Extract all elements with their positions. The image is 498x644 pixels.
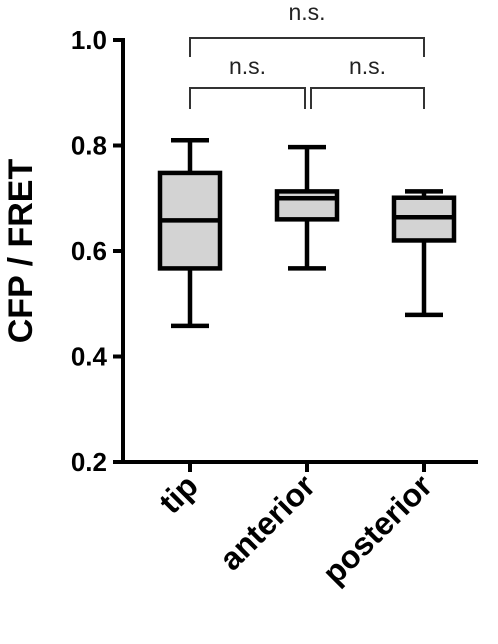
x-tick-label-tip: tip	[152, 467, 205, 520]
y-tick-label: 0.2	[71, 447, 107, 477]
significance-bracket	[310, 87, 425, 109]
significance-brackets: n.s. n.s. n.s.	[189, 0, 425, 109]
box-posterior	[391, 189, 457, 318]
x-tick-label-anterior: anterior	[212, 467, 322, 577]
significance-bracket	[189, 87, 306, 109]
y-tick-label: 0.6	[71, 236, 107, 266]
x-tick-label-posterior: posterior	[315, 467, 439, 591]
significance-label: n.s.	[229, 53, 266, 79]
significance-label: n.s.	[288, 0, 325, 25]
iqr-box	[274, 189, 340, 222]
y-tick-label: 1.0	[71, 25, 107, 55]
y-tick-label: 0.8	[71, 131, 107, 161]
significance-label: n.s.	[349, 53, 386, 79]
box-tip	[157, 137, 223, 329]
significance-bracket	[189, 37, 425, 57]
y-axis-label: CFP / FRET	[2, 159, 40, 344]
y-tick-label: 0.4	[71, 342, 108, 372]
y-axis: 0.2 0.4 0.6 0.8 1.0	[71, 25, 125, 477]
box-series	[157, 137, 457, 329]
box-anterior	[274, 144, 340, 271]
